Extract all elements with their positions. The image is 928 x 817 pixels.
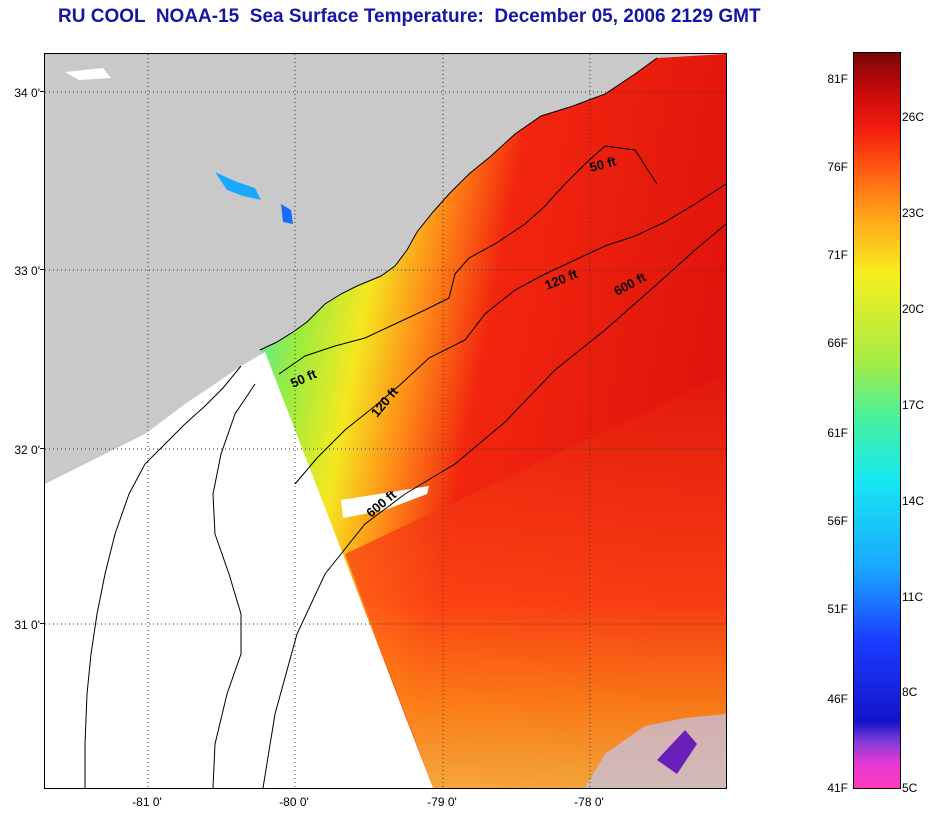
inland-water-3 xyxy=(65,68,111,80)
colorbar-label-81f: 81F xyxy=(827,72,848,86)
cold-core-southeast xyxy=(657,730,697,774)
colorbar-label-61f: 61F xyxy=(827,426,848,440)
graticule xyxy=(45,54,726,788)
contour-label-50ft-north: 50 ft xyxy=(588,153,618,175)
sst-map[interactable]: 50 ft 120 ft 600 ft 50 ft 120 ft 600 ft xyxy=(44,53,727,789)
isobath-50ft xyxy=(278,145,658,375)
colorbar-label-76f: 76F xyxy=(827,160,848,174)
colorbar-label-17c: 17C xyxy=(902,398,925,412)
no-data-streak xyxy=(341,486,429,518)
map-title: RU COOL NOAA-15 Sea Surface Temperature:… xyxy=(58,6,761,27)
lon-label-81: -81 0' xyxy=(132,795,162,809)
colorbar-label-66f: 66F xyxy=(827,336,848,350)
colorbar-label-56f: 56F xyxy=(827,514,848,528)
lat-label-31: 31 0' xyxy=(14,618,40,632)
temperature-colorbar xyxy=(853,52,901,789)
colorbar-label-41f: 41F xyxy=(827,781,848,795)
lon-label-79: -79 0' xyxy=(427,795,457,809)
lat-label-34: 34 0' xyxy=(14,86,40,100)
isobath-120ft xyxy=(294,183,726,485)
lat-label-32: 32 0' xyxy=(14,443,40,457)
colorbar-label-5c: 5C xyxy=(902,781,918,795)
lat-label-33: 33 0' xyxy=(14,264,40,278)
inland-water-2 xyxy=(281,204,293,224)
inland-water-1 xyxy=(215,172,261,200)
colorbar-label-11c: 11C xyxy=(902,590,924,604)
colorbar-label-8c: 8C xyxy=(902,685,918,699)
warm-south-region xyxy=(345,374,726,788)
colorbar-label-51f: 51F xyxy=(827,602,848,616)
lon-label-78: -78 0' xyxy=(574,795,604,809)
colorbar-label-26c: 26C xyxy=(902,110,925,124)
isobath-600ft xyxy=(262,223,726,788)
colorbar-label-20c: 20C xyxy=(902,302,925,316)
colorbar-label-46f: 46F xyxy=(827,692,848,706)
colorbar-label-14c: 14C xyxy=(902,494,925,508)
inner-shore-south xyxy=(212,383,256,788)
coastline-south xyxy=(84,365,242,788)
colorbar-label-71f: 71F xyxy=(827,248,848,262)
lon-label-80: -80 0' xyxy=(279,795,309,809)
colorbar-label-23c: 23C xyxy=(902,206,925,220)
no-data-region xyxy=(45,352,433,788)
coastline xyxy=(259,57,658,351)
cold-patch-southeast xyxy=(585,714,726,788)
